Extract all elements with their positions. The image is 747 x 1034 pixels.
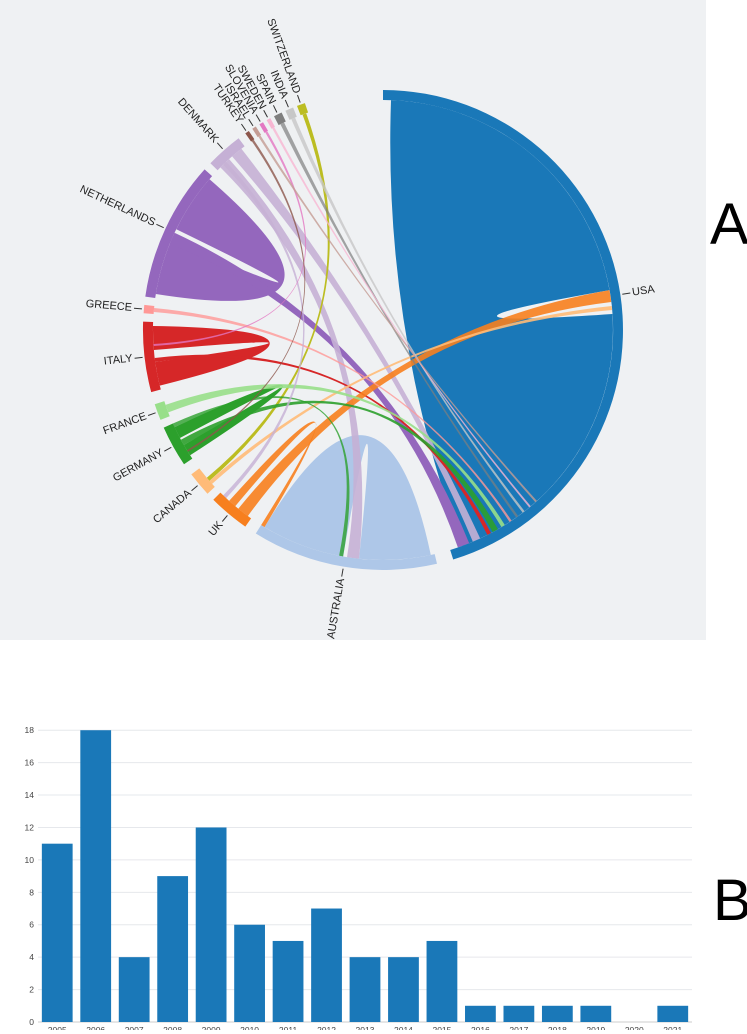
arc-tick-netherlands bbox=[156, 223, 164, 229]
arc-tick-greece bbox=[133, 307, 142, 310]
arc-switzerland bbox=[297, 103, 309, 116]
bar-2005 bbox=[41, 843, 73, 1022]
x-tick-label: 2017 bbox=[509, 1025, 528, 1030]
arc-france bbox=[154, 401, 170, 420]
bar-2018 bbox=[541, 1005, 573, 1022]
arc-tick-uk bbox=[221, 515, 228, 522]
x-tick-label: 2019 bbox=[586, 1025, 605, 1030]
arc-uk bbox=[213, 492, 252, 527]
country-label-usa: USA bbox=[631, 283, 656, 298]
arc-italy bbox=[142, 321, 161, 393]
arc-tick-denmark bbox=[216, 142, 223, 150]
x-tick-label: 2020 bbox=[625, 1025, 644, 1030]
x-tick-label: 2009 bbox=[202, 1025, 221, 1030]
arc-tick-israel bbox=[248, 118, 254, 127]
arc-tick-india bbox=[284, 99, 289, 108]
panel-letter-a: A bbox=[710, 192, 747, 257]
country-label-netherlands: NETHERLANDS bbox=[78, 183, 157, 228]
bar-chart: 0 2 4 6 8 10 12 14 16 18 2005 2006 2007 2008 2009 2010 2… bbox=[25, 725, 692, 1030]
arc-india bbox=[285, 107, 297, 120]
arc-turkey bbox=[245, 131, 255, 142]
country-label-germany: GERMANY bbox=[111, 447, 166, 485]
arc-tick-slovenia bbox=[255, 114, 261, 122]
bar-2007 bbox=[118, 957, 150, 1022]
chord-netherlands-self bbox=[155, 179, 285, 301]
x-tick-label: 2010 bbox=[240, 1025, 259, 1030]
arc-germany bbox=[163, 423, 193, 465]
arc-sweden bbox=[266, 118, 275, 129]
chord-switzerland-canada bbox=[206, 113, 330, 481]
country-label-australia: AUSTRALIA bbox=[325, 577, 347, 640]
arc-tick-switzerland bbox=[297, 94, 301, 103]
arc-spain bbox=[274, 112, 286, 126]
x-tick-label: 2018 bbox=[548, 1025, 567, 1030]
arc-tick-usa bbox=[622, 292, 631, 295]
bar-2011 bbox=[272, 940, 304, 1022]
arc-tick-sweden bbox=[263, 110, 268, 118]
y-tick-label: 0 bbox=[29, 1017, 34, 1027]
country-label-uk: UK bbox=[207, 519, 226, 539]
y-tick-label: 4 bbox=[29, 952, 34, 962]
arc-tick-spain bbox=[272, 105, 278, 113]
bar-2019 bbox=[580, 1005, 612, 1022]
bar-2013 bbox=[349, 957, 381, 1022]
bar-2009 bbox=[195, 827, 227, 1022]
y-tick-label: 12 bbox=[25, 822, 35, 832]
chord-france-usa bbox=[165, 384, 505, 528]
bar-2014 bbox=[388, 957, 419, 1022]
x-tick-label: 2021 bbox=[663, 1025, 682, 1030]
arc-slovenia bbox=[259, 122, 268, 133]
bar-2016 bbox=[465, 1005, 496, 1022]
chord-diagram-panel: USA AUSTRALIA UK CANADA GERMANY FRANCE ITALY GR… bbox=[0, 0, 706, 640]
bar-2015 bbox=[426, 940, 458, 1022]
country-label-greece: GREECE bbox=[85, 298, 132, 314]
panel-letter-b: B bbox=[713, 868, 747, 933]
y-tick-label: 14 bbox=[25, 790, 35, 800]
x-tick-label: 2015 bbox=[432, 1025, 451, 1030]
country-label-italy: ITALY bbox=[103, 352, 134, 367]
arc-canada bbox=[191, 468, 215, 494]
y-tick-label: 2 bbox=[29, 985, 34, 995]
y-tick-label: 18 bbox=[25, 725, 35, 735]
x-tick-label: 2014 bbox=[394, 1025, 413, 1030]
bar-2010 bbox=[234, 924, 265, 1022]
arc-tick-italy bbox=[134, 356, 143, 359]
arc-australia bbox=[255, 525, 437, 570]
arc-tick-canada bbox=[191, 485, 198, 492]
x-tick-label: 2006 bbox=[86, 1025, 105, 1030]
bar-2021 bbox=[657, 1005, 689, 1022]
x-tick-label: 2007 bbox=[125, 1025, 144, 1030]
arc-greece bbox=[143, 304, 155, 314]
arc-tick-france bbox=[147, 412, 156, 416]
country-label-france: FRANCE bbox=[102, 410, 149, 437]
y-tick-label: 8 bbox=[29, 887, 34, 897]
bar-2012 bbox=[311, 908, 342, 1022]
y-tick-label: 6 bbox=[29, 920, 34, 930]
x-tick-label: 2012 bbox=[317, 1025, 336, 1030]
x-tick-label: 2013 bbox=[356, 1025, 375, 1030]
bar-2008 bbox=[157, 876, 189, 1022]
x-tick-label: 2016 bbox=[471, 1025, 490, 1030]
x-tick-label: 2011 bbox=[279, 1025, 298, 1030]
chord-denmark-uk bbox=[223, 161, 305, 499]
country-label-canada: CANADA bbox=[151, 487, 194, 526]
arc-tick-germany bbox=[164, 446, 172, 452]
y-tick-label: 10 bbox=[25, 855, 35, 865]
arc-netherlands bbox=[145, 169, 213, 298]
x-tick-label: 2008 bbox=[163, 1025, 182, 1030]
x-tick-label: 2005 bbox=[48, 1025, 67, 1030]
country-label-denmark: DENMARK bbox=[175, 96, 221, 146]
arc-tick-turkey bbox=[240, 123, 247, 131]
arc-tick-australia bbox=[341, 568, 344, 577]
y-tick-label: 16 bbox=[25, 758, 35, 768]
bar-2017 bbox=[503, 1005, 535, 1022]
arc-israel bbox=[252, 126, 262, 138]
bar-2006 bbox=[80, 730, 112, 1022]
arc-denmark bbox=[210, 138, 245, 171]
